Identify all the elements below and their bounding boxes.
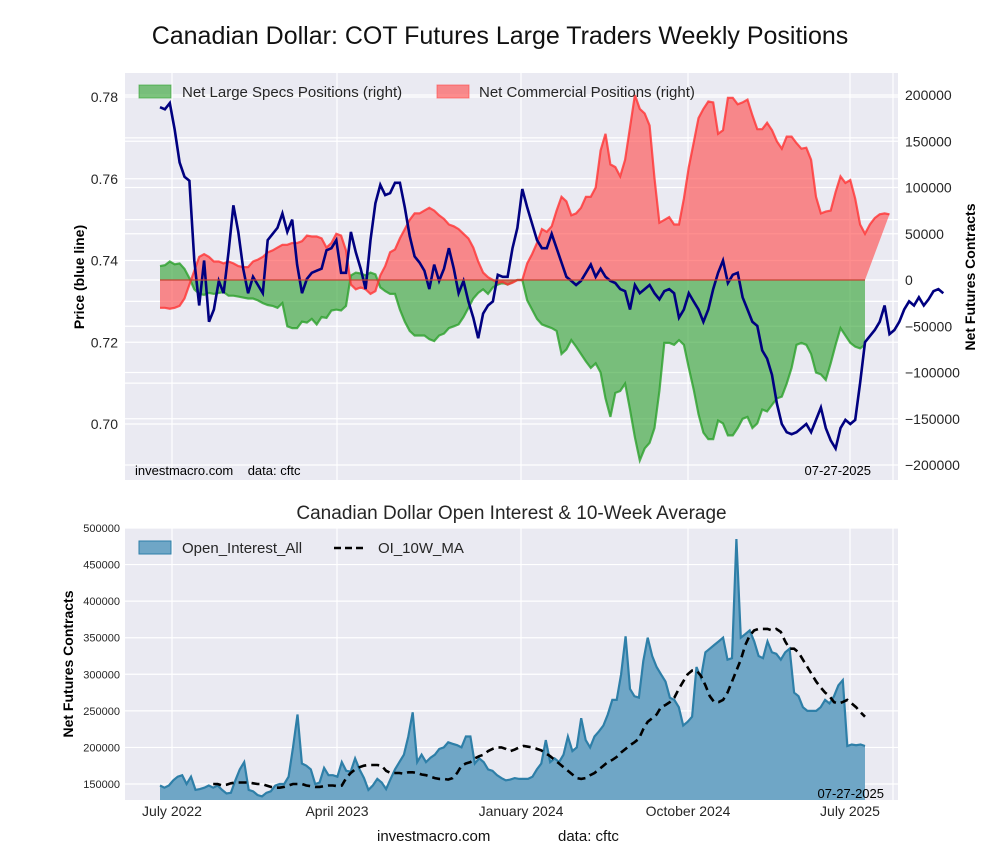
- contracts-axis-label: Net Futures Contracts: [962, 203, 978, 350]
- chart-title: Canadian Dollar: COT Futures Large Trade…: [151, 22, 849, 50]
- specs-area: [160, 261, 865, 461]
- contracts-tick-label: −150000: [905, 411, 960, 427]
- open-interest-series: [159, 538, 866, 800]
- source-annotation: investmacro.com data: cftc: [135, 463, 301, 478]
- open-interest-line: [159, 538, 866, 798]
- legend-label-commercial: Net Commercial Positions (right): [479, 84, 695, 101]
- footer-site: investmacro.com: [377, 828, 491, 845]
- price-axis-ticks: 0.70 0.72 0.74 0.76 0.78: [91, 89, 118, 432]
- open-interest-axis-label: Net Futures Contracts: [60, 590, 76, 737]
- moving-average-line: [213, 627, 866, 789]
- contracts-tick-label: −50000: [905, 318, 952, 334]
- legend-swatch-specs: [138, 84, 172, 99]
- open-interest-y-ticks: 150000 200000 250000 300000 350000 400000 4500…: [83, 523, 120, 791]
- contracts-tick-label: 0: [905, 272, 913, 288]
- open-interest-date-annotation: 07-27-2025: [818, 786, 885, 801]
- date-tick-label: July 2022: [142, 803, 202, 819]
- date-tick-label: July 2025: [820, 803, 880, 819]
- footer-source: data: cftc: [558, 828, 619, 845]
- open-interest-legend: Open_Interest_All OI_10W_MA: [138, 540, 464, 557]
- open-interest-area: [160, 539, 865, 800]
- contracts-tick-label: 200000: [905, 87, 952, 103]
- open-interest-x-ticks: July 2022 April 2023 January 2024 October 2…: [142, 803, 880, 819]
- open-interest-tick-label: 450000: [83, 560, 120, 572]
- legend-label-specs: Net Large Specs Positions (right): [182, 84, 402, 101]
- price-tick-label: 0.76: [91, 171, 118, 187]
- contracts-tick-label: 100000: [905, 180, 952, 196]
- legend-swatch-open-interest: [138, 540, 172, 555]
- legend-label-open-interest: Open_Interest_All: [182, 540, 302, 557]
- open-interest-tick-label: 400000: [83, 596, 120, 608]
- date-tick-label: October 2024: [646, 803, 731, 819]
- price-axis-label: Price (blue line): [71, 225, 87, 329]
- contracts-tick-label: −100000: [905, 365, 960, 381]
- open-interest-tick-label: 350000: [83, 633, 120, 645]
- open-interest-tick-label: 500000: [83, 523, 120, 535]
- price-tick-label: 0.70: [91, 416, 118, 432]
- legend-swatch-commercial: [436, 84, 470, 99]
- price-tick-label: 0.78: [91, 89, 118, 105]
- positions-legend: Net Large Specs Positions (right) Net Co…: [138, 84, 695, 101]
- legend-label-moving-average: OI_10W_MA: [378, 540, 464, 557]
- positions-chart: 0.70 0.72 0.74 0.76 0.78 −200000 −150000 −1000…: [71, 73, 978, 480]
- contracts-tick-label: 150000: [905, 133, 952, 149]
- contracts-axis-ticks: −200000 −150000 −100000 −50000 0 50000 100000 1…: [905, 87, 960, 473]
- date-annotation: 07-27-2025: [805, 463, 872, 478]
- date-tick-label: January 2024: [479, 803, 564, 819]
- open-interest-tick-label: 300000: [83, 669, 120, 681]
- open-interest-tick-label: 150000: [83, 779, 120, 791]
- open-interest-chart-title: Canadian Dollar Open Interest & 10-Week …: [296, 503, 727, 524]
- price-tick-label: 0.74: [91, 253, 118, 269]
- contracts-tick-label: −200000: [905, 457, 960, 473]
- date-tick-label: April 2023: [305, 803, 368, 819]
- price-line: [159, 100, 945, 452]
- open-interest-chart: 150000 200000 250000 300000 350000 400000 4500…: [60, 523, 898, 819]
- open-interest-tick-label: 250000: [83, 706, 120, 718]
- commercial-area: [160, 95, 890, 309]
- price-tick-label: 0.72: [91, 334, 118, 350]
- open-interest-tick-label: 200000: [83, 742, 120, 754]
- contracts-tick-label: 50000: [905, 226, 944, 242]
- commercial-line: [160, 94, 890, 310]
- positions-series: [159, 94, 945, 465]
